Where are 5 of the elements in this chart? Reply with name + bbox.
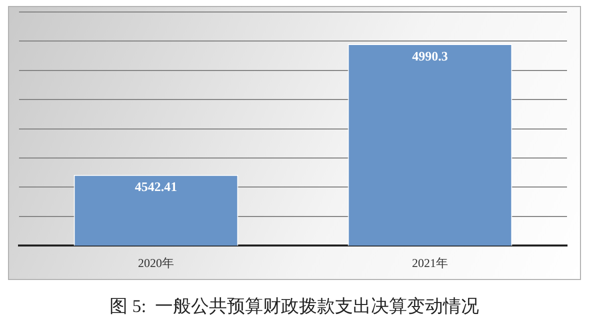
data-label: 4542.41 xyxy=(134,179,178,194)
text: 图 5: 一般公共预算财政拨款支出决算变动情况 xyxy=(108,295,480,318)
x-tick-label: 2021年 xyxy=(412,256,448,270)
data-label: 4990.3 xyxy=(412,48,448,64)
x-tick-label: 2020年 xyxy=(138,256,174,270)
